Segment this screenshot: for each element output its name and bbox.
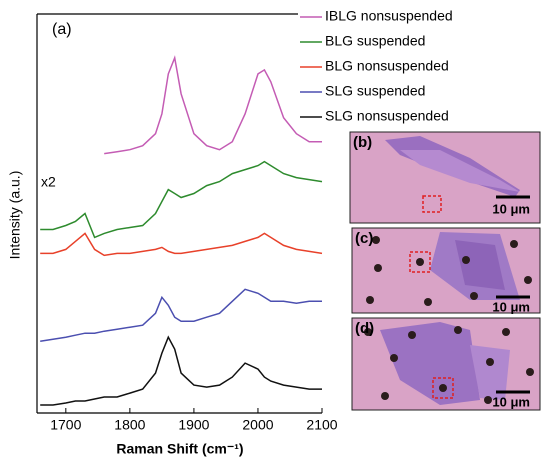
marker-box	[432, 377, 454, 399]
series-line	[40, 232, 323, 257]
holes	[364, 326, 534, 404]
x-tick-label: 1800	[114, 417, 145, 433]
legend-label: BLG suspended	[325, 33, 425, 49]
flake	[380, 322, 480, 405]
inset-b	[349, 131, 541, 224]
inset-label: (c)	[355, 230, 373, 247]
marker-box	[422, 195, 442, 213]
scale-label: 10 μm	[492, 394, 530, 409]
legend-label: IBLG nonsuspended	[325, 8, 453, 24]
inset-label: (d)	[355, 320, 374, 337]
series-line	[104, 55, 322, 155]
x-axis-label: Raman Shift (cm⁻¹)	[116, 441, 243, 457]
annotation: x2	[41, 174, 56, 190]
flake	[455, 240, 505, 290]
x-tick-label: 1900	[178, 417, 209, 433]
inset-d	[351, 317, 541, 411]
x-tick-label: 1700	[50, 417, 81, 433]
flake	[470, 345, 510, 400]
series-line	[40, 160, 323, 239]
x-tick-label: 2100	[306, 417, 337, 433]
x-tick-label: 2000	[242, 417, 273, 433]
series-line	[40, 288, 322, 342]
series-line	[40, 335, 322, 406]
legend-label: BLG nonsuspended	[325, 58, 449, 74]
flake	[400, 150, 520, 192]
inset-c	[351, 227, 541, 314]
holes	[366, 236, 532, 306]
scale-label: 10 μm	[492, 201, 530, 216]
y-axis-label: Intensity (a.u.)	[7, 171, 23, 260]
legend-label: SLG suspended	[325, 83, 425, 99]
legend-label: SLG nonsuspended	[325, 108, 449, 124]
scale-label: 10 μm	[492, 299, 530, 314]
annotation: (a)	[52, 21, 72, 38]
marker-box	[409, 251, 431, 273]
inset-label: (b)	[353, 134, 372, 151]
